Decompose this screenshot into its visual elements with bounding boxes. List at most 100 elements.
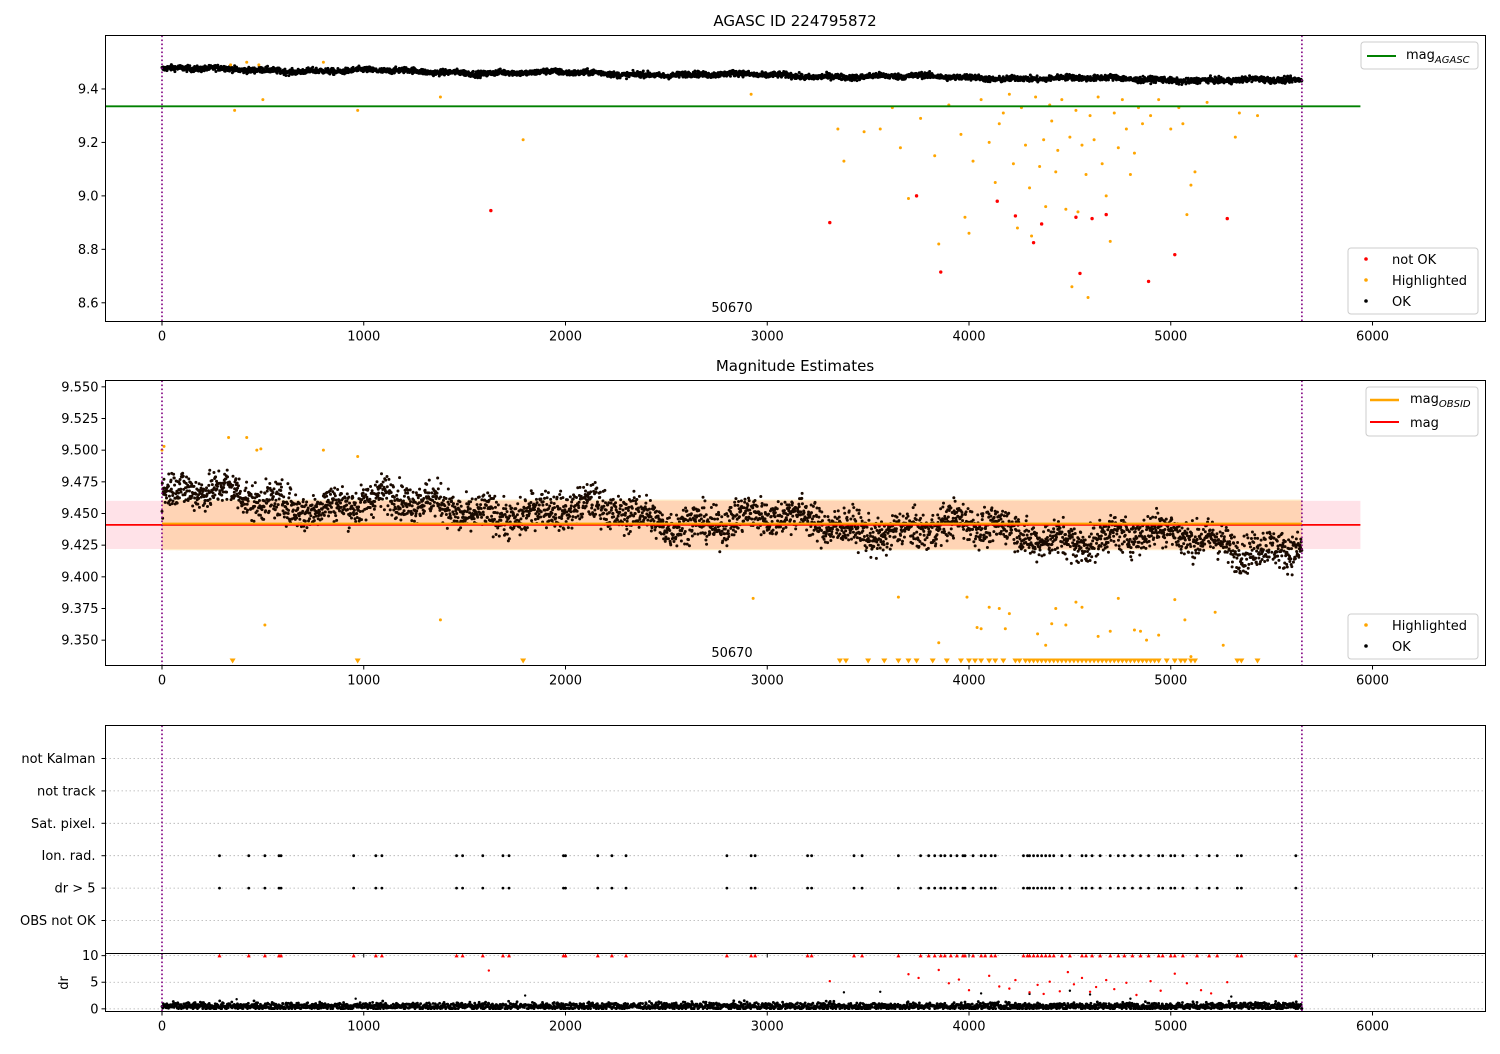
highlighted-point [1206,101,1209,104]
ok-point [506,533,509,536]
highlighted-point [439,95,442,98]
panel-title: Magnitude Estimates [716,357,874,375]
y-tick-label: 9.0 [78,189,99,204]
ok-point [222,486,225,489]
ok-point [270,504,273,507]
ok-point [214,70,217,73]
not-ok-point [1074,216,1077,219]
ok-point [301,510,304,513]
ok-point [495,533,498,536]
ok-point [348,502,351,505]
ok-point [458,500,461,503]
ok-point [445,497,448,500]
ok-point [558,493,561,496]
highlighted-point [980,98,983,101]
ok-point [326,507,329,510]
ok-point [355,512,358,515]
not-ok-point [1040,222,1043,225]
ok-point [283,515,286,518]
highlighted-point [1076,210,1079,213]
x-tick-label: 0 [158,330,166,345]
ok-point [288,492,291,495]
ok-point [279,489,282,492]
ok-point [402,505,405,508]
ok-point [187,477,190,480]
highlighted-point [1016,226,1019,229]
ok-point [365,519,368,522]
highlighted-point [1125,128,1128,131]
ok-point [176,502,179,505]
ok-point [345,504,348,507]
ok-point [419,494,422,497]
legend-marker [1364,278,1368,282]
ok-point [510,507,513,510]
ok-point [399,519,402,522]
ok-point [447,503,450,506]
ok-point [298,518,301,521]
ok-point [194,481,197,484]
ok-point [497,503,500,506]
highlighted-point [1129,173,1132,176]
ok-point [373,508,376,511]
ok-point [308,511,311,514]
ok-point [582,486,585,489]
legend-marker [1364,257,1368,261]
ok-point [471,497,474,500]
ok-point [441,512,444,515]
ok-point [494,506,497,509]
ok-point [419,514,422,517]
ok-point [225,498,228,501]
highlighted-point [1169,128,1172,131]
ok-point [459,526,462,529]
ok-point [166,489,169,492]
ok-point [329,493,332,496]
ok-point [163,486,166,489]
ok-point [411,512,414,515]
ok-point [433,501,436,504]
highlighted-point [998,122,1001,125]
ok-point [179,488,182,491]
highlighted-point [879,128,882,131]
ok-point [519,496,522,499]
ok-point [495,501,498,504]
highlighted-point [322,61,325,64]
legend: magAGASC [1361,42,1478,69]
ok-point [476,516,479,519]
ok-point [214,475,217,478]
ok-point [530,489,533,492]
ok-point [571,518,574,521]
ok-point [576,510,579,513]
ok-point [203,502,206,505]
ok-point [393,499,396,502]
ok-point [390,491,393,494]
highlighted-point [1070,285,1073,288]
ok-point [336,488,339,491]
ok-point [281,478,284,481]
ok-point [625,77,628,80]
ok-point [246,503,249,506]
ok-point [311,504,314,507]
ok-point [578,501,581,504]
ok-point [180,491,183,494]
highlighted-point [1113,112,1116,115]
ok-point [171,494,174,497]
ok-point [418,488,421,491]
ok-point [472,70,475,73]
ok-point [178,496,181,499]
ok-point [406,505,409,508]
highlighted-point [1056,149,1059,152]
ok-point [231,484,234,487]
ok-point [192,485,195,488]
highlighted-point [1038,165,1041,168]
ok-point [543,497,546,500]
ok-point [221,499,224,502]
highlighted-point [937,242,940,245]
highlighted-point [1133,152,1136,155]
ok-point [339,501,342,504]
ok-point [167,472,170,475]
ok-point [412,491,415,494]
ok-point [177,491,180,494]
ok-point [829,79,832,82]
highlighted-point [907,197,910,200]
ok-point [569,507,572,510]
